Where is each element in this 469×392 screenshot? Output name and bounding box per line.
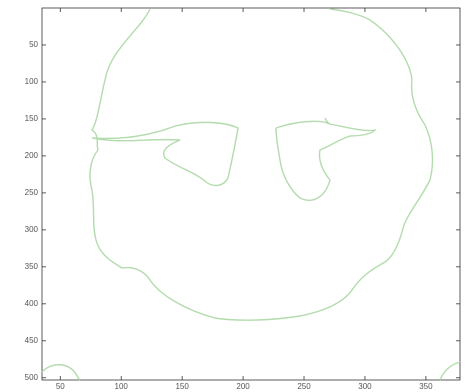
y-tick-label: 300	[25, 225, 39, 234]
y-tick-label: 150	[25, 114, 39, 123]
y-tick-label: 500	[25, 373, 39, 382]
axes-box	[42, 8, 460, 380]
x-tick-label: 250	[297, 382, 311, 391]
page: 50 100 150 200 250 300 350 50 100 150 200 250 300 350…	[0, 0, 469, 392]
y-tick-label: 50	[29, 40, 38, 49]
y-tick-label: 100	[25, 77, 39, 86]
x-tick-label: 200	[236, 382, 250, 391]
x-tick-label: 50	[56, 382, 65, 391]
y-tick-label: 450	[25, 336, 39, 345]
x-tick-label: 150	[175, 382, 189, 391]
x-tick-label: 300	[358, 382, 372, 391]
y-tick-label: 350	[25, 262, 39, 271]
x-tick-label: 350	[419, 382, 433, 391]
x-tick-label: 100	[115, 382, 129, 391]
y-tick-label: 250	[25, 188, 39, 197]
chart: 50 100 150 200 250 300 350 50 100 150 200 250 300 350…	[0, 0, 469, 392]
y-tick-label: 200	[25, 151, 39, 160]
y-tick-label: 400	[25, 299, 39, 308]
